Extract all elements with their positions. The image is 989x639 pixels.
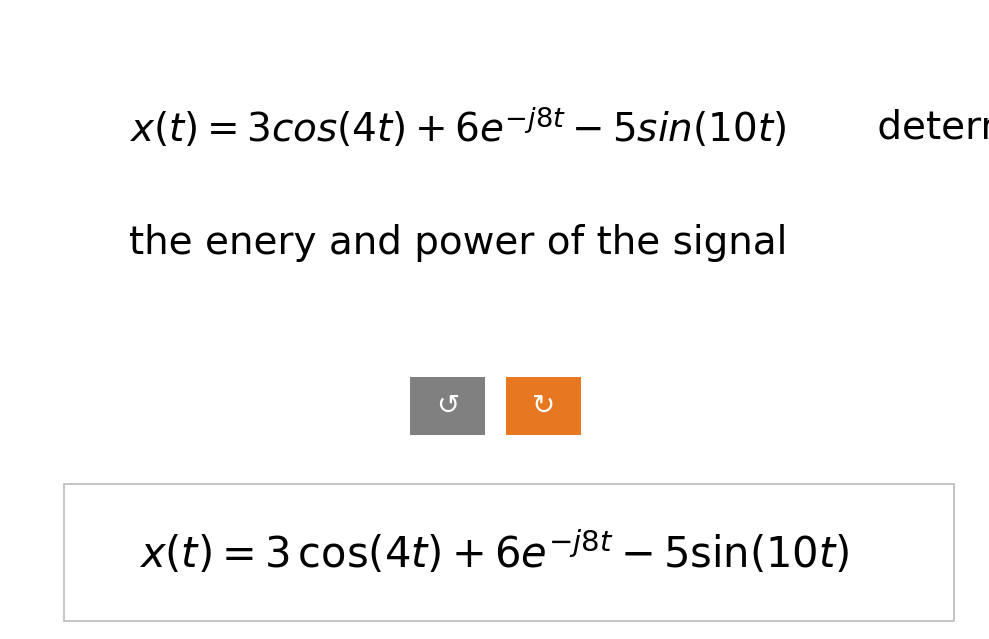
Text: the enery and power of the signal: the enery and power of the signal <box>129 224 787 262</box>
Text: $x(t) = 3\,\mathrm{cos}(4t) + 6e^{-j8t} - 5\mathrm{sin}(10t)$: $x(t) = 3\,\mathrm{cos}(4t) + 6e^{-j8t} … <box>139 528 850 577</box>
FancyBboxPatch shape <box>506 377 581 435</box>
Text: ↺: ↺ <box>436 392 459 420</box>
Text: ↻: ↻ <box>532 392 555 420</box>
FancyBboxPatch shape <box>410 377 485 435</box>
Text: $x(t) = 3cos(4t) + 6e^{-j8t} - 5sin(10t)$: $x(t) = 3cos(4t) + 6e^{-j8t} - 5sin(10t)… <box>129 105 786 150</box>
Text: determine: determine <box>865 109 989 147</box>
FancyBboxPatch shape <box>64 484 954 621</box>
